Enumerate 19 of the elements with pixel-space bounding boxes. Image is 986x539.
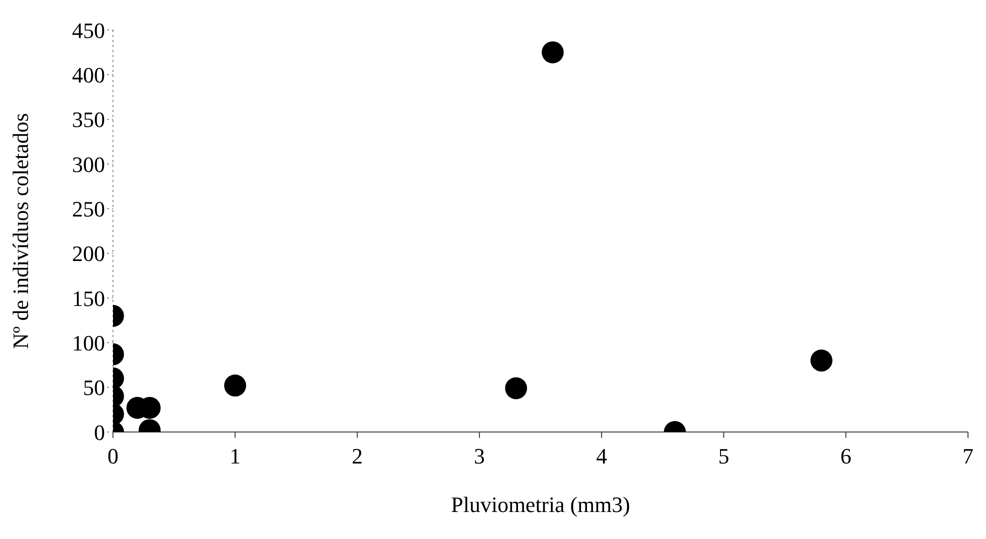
y-tick-label: 350: [72, 107, 105, 132]
y-tick-label: 450: [72, 18, 105, 43]
y-tick-label: 50: [83, 375, 105, 400]
x-tick-label: 5: [718, 444, 730, 469]
y-tick-label: 200: [72, 241, 105, 266]
y-tick-label: 250: [72, 196, 105, 222]
y-tick-label: 0: [94, 420, 105, 445]
x-tick-label: 3: [474, 444, 485, 469]
y-tick-label: 150: [72, 286, 105, 311]
y-tick-label: 100: [72, 330, 105, 356]
x-tick-label: 4: [596, 444, 608, 469]
x-axis-title: Pluviometria (mm3): [450, 492, 630, 517]
x-tick-label: 6: [840, 444, 852, 469]
x-tick-label: 2: [352, 444, 363, 469]
y-axis-title: Nº de indivíduos coletados: [8, 113, 33, 349]
y-tick-label: 300: [72, 152, 105, 177]
y-tick-label: 400: [72, 62, 105, 88]
x-tick-label: 7: [962, 444, 974, 469]
x-tick-label: 1: [230, 444, 241, 469]
